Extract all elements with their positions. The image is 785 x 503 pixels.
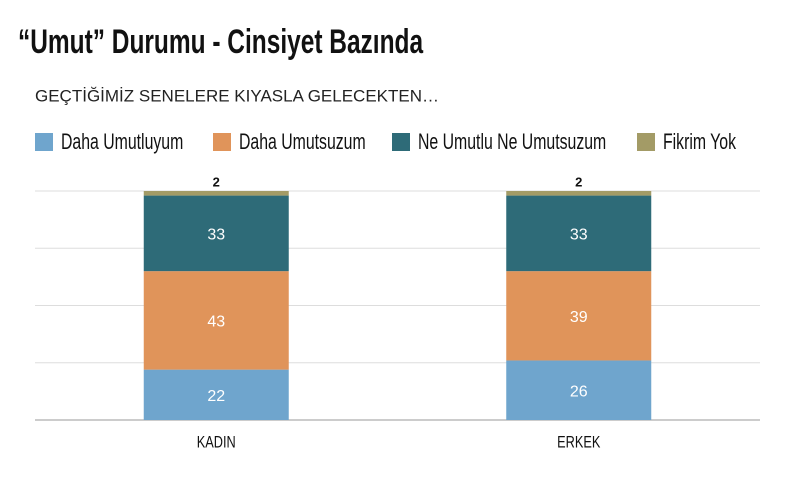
- data-label: 33: [570, 227, 588, 244]
- legend-swatch: [637, 133, 655, 151]
- bar-segment: [506, 195, 652, 272]
- bar-segment: [506, 360, 652, 420]
- x-tick-label: ERKEK: [557, 433, 600, 452]
- legend-label: Daha Umutsuzum: [239, 130, 366, 154]
- data-label: 2: [575, 174, 582, 189]
- data-label: 33: [207, 227, 225, 244]
- legend-swatch: [213, 133, 231, 151]
- data-label: 39: [570, 309, 588, 326]
- legend-swatch: [392, 133, 410, 151]
- chart-subtitle: GEÇTİĞİMİZ SENELERE KIYASLA GELECEKTEN…: [35, 86, 439, 105]
- bar-segment: [506, 271, 652, 361]
- legend-label: Fikrim Yok: [663, 130, 736, 154]
- legend-label: Daha Umutluyum: [61, 130, 183, 154]
- data-label: 2: [213, 174, 220, 189]
- bar-segment: [506, 191, 652, 196]
- bar-segment: [143, 195, 289, 272]
- legend-swatch: [35, 133, 53, 151]
- x-tick-label: KADIN: [197, 433, 236, 452]
- data-label: 43: [207, 314, 225, 331]
- data-label: 22: [207, 388, 225, 405]
- data-label: 26: [570, 383, 588, 400]
- bar-segment: [143, 191, 289, 196]
- chart-title: “Umut” Durumu - Cinsiyet Bazında: [18, 23, 424, 61]
- legend-label: Ne Umutlu Ne Umutsuzum: [418, 130, 606, 154]
- bar-segment: [143, 271, 289, 370]
- bar-segment: [143, 369, 289, 420]
